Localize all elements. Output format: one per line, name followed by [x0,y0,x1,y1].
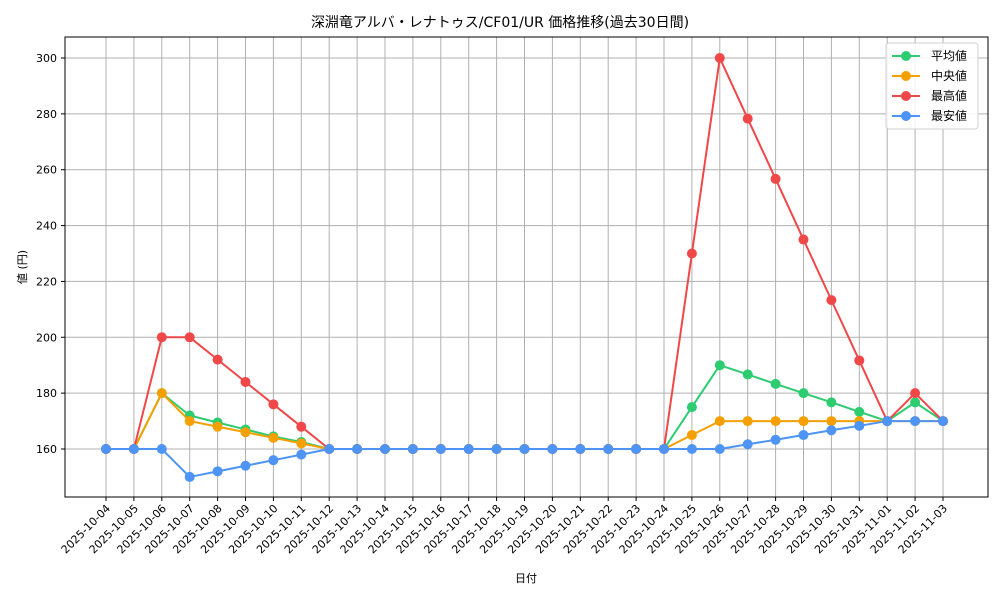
data-point [603,444,614,454]
data-point [770,416,781,427]
y-tick-label: 200 [36,331,57,344]
data-point [686,402,697,413]
data-point [240,460,251,471]
data-point [268,455,279,466]
legend-label: 中央値 [931,68,967,83]
data-point [910,388,921,399]
data-point [380,444,390,454]
x-axis-label: 日付 [515,572,537,585]
data-point [854,355,865,366]
y-tick-label: 180 [36,387,57,400]
data-point [770,173,781,184]
legend-item: 平均値 [892,48,967,63]
data-point [686,248,697,259]
data-point [212,354,223,365]
data-point [212,466,223,477]
data-point [296,438,307,449]
series-lines [101,53,948,482]
data-point [352,444,363,454]
data-point [296,421,307,432]
data-point [184,471,195,482]
legend-item: 最安値 [892,108,967,123]
data-point [631,444,642,454]
y-tick-label: 220 [36,275,57,288]
legend-marker [901,71,911,81]
legend-label: 平均値 [931,48,967,63]
data-point [714,416,725,427]
data-point [101,444,111,454]
data-point [156,444,167,454]
data-point [826,397,837,408]
data-point [798,416,809,427]
data-point [882,416,893,427]
legend-label: 最安値 [931,108,967,123]
data-point [686,444,697,454]
y-tick-label: 240 [36,220,57,233]
legend-item: 中央値 [892,68,967,83]
data-point [519,444,530,454]
data-point [659,444,669,454]
legend-item: 最高値 [892,88,967,103]
y-tick-label: 160 [36,443,57,456]
legend-marker [901,51,911,61]
data-point [854,406,865,417]
data-point [854,420,865,431]
data-point [575,444,586,454]
data-point [714,360,725,371]
legend-label: 最高値 [931,88,967,103]
data-point [296,449,307,460]
data-point [212,421,223,432]
data-point [742,369,753,380]
data-point [714,53,725,63]
data-point [240,376,251,387]
data-point [184,416,195,427]
data-point [435,444,446,454]
series-最安値 [101,416,948,482]
plot-frame [64,36,989,498]
data-point [798,430,809,441]
y-tick-label: 300 [36,52,57,65]
data-point [156,388,167,399]
data-point [798,388,809,399]
legend-marker [901,111,911,121]
data-point [770,434,781,445]
data-point [184,332,195,343]
data-point [547,444,558,454]
legend-marker [901,91,911,101]
data-point [742,113,753,124]
data-point [268,399,279,410]
data-point [770,378,781,389]
y-axis-label: 値 (円) [16,250,29,284]
data-point [742,439,753,450]
data-point [407,444,418,454]
data-point [686,430,697,441]
y-tick-label: 260 [36,164,57,177]
data-point [240,427,251,438]
data-point [826,295,837,306]
y-tick-label: 280 [36,108,57,121]
data-point [826,416,837,427]
legend-box [885,42,979,130]
chart-title: 深淵竜アルバ・レナトゥス/CF01/UR 価格推移(過去30日間) [310,15,690,31]
data-point [910,397,921,408]
data-point [938,416,948,427]
data-point [798,234,809,245]
data-point [268,432,279,443]
y-axis: 160 180 200 220 240 260 280 300 [36,52,65,456]
data-point [324,444,335,454]
data-point [714,444,725,454]
data-point [156,332,167,343]
data-point [491,444,502,454]
x-axis: 2025-10-042025-10-052025-10-062025-10-07… [59,497,950,556]
data-point [742,416,753,427]
data-point [463,444,474,454]
data-point [826,425,837,436]
data-point [128,444,139,454]
data-point [910,416,921,427]
